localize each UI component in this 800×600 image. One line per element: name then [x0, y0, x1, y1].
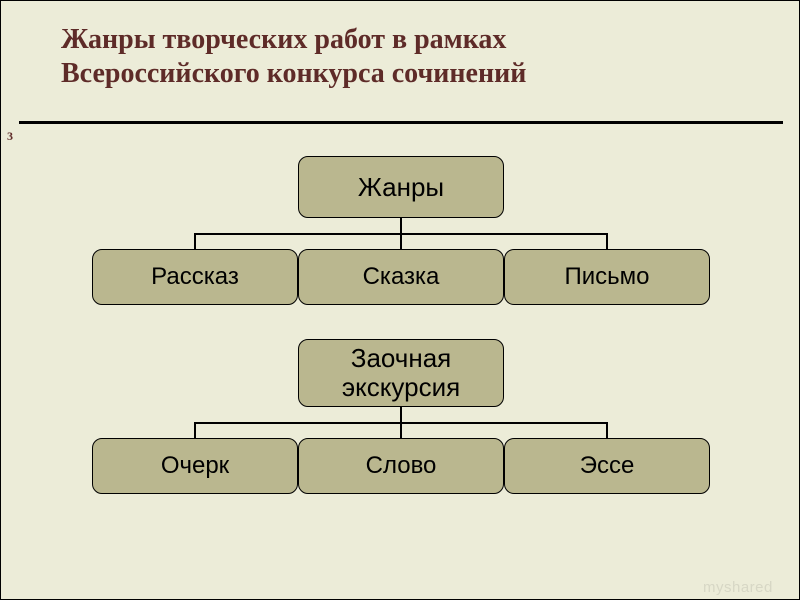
- tree1-child-2: Письмо: [504, 249, 710, 305]
- tree2-root: Заочная экскурсия: [298, 339, 504, 407]
- tree1-drop-0: [194, 233, 196, 249]
- title-line-2: Всероссийского конкурса сочинений: [61, 58, 526, 89]
- slide-title: Жанры творческих работ в рамках Всеросси…: [61, 23, 526, 90]
- tree2-drop-0: [194, 422, 196, 438]
- tree2-child-2: Эссе: [504, 438, 710, 494]
- slide: Жанры творческих работ в рамках Всеросси…: [0, 0, 800, 600]
- tree2-child-0: Очерк: [92, 438, 298, 494]
- title-line-1: Жанры творческих работ в рамках: [61, 24, 506, 55]
- tree1-child-1: Сказка: [298, 249, 504, 305]
- title-underline: [19, 121, 783, 124]
- tree1-drop-2: [606, 233, 608, 249]
- tree2-child-1: Слово: [298, 438, 504, 494]
- tree1-child-0: Рассказ: [92, 249, 298, 305]
- tree1-drop-1: [400, 233, 402, 249]
- tree1-root: Жанры: [298, 156, 504, 218]
- watermark: myshared: [703, 579, 773, 596]
- tree2-drop-1: [400, 422, 402, 438]
- tree2-drop-2: [606, 422, 608, 438]
- page-number: 3: [7, 129, 13, 144]
